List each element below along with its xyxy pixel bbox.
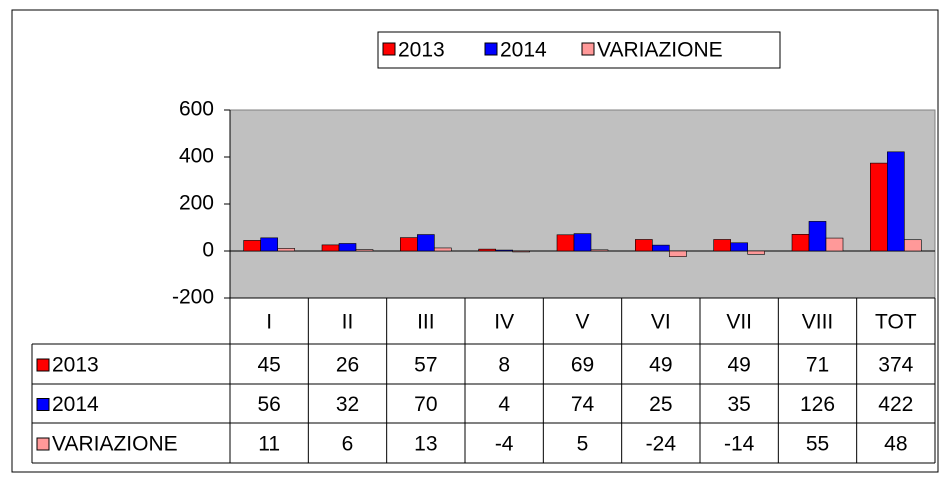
table-value: 71 — [806, 354, 829, 377]
table-value: -14 — [724, 433, 755, 456]
bar — [556, 234, 575, 252]
bar — [478, 248, 496, 252]
table-value: 48 — [884, 433, 907, 456]
category-label: VII — [726, 311, 752, 334]
legend-key — [581, 42, 595, 56]
bar — [434, 247, 452, 252]
y-tick-label: 400 — [179, 145, 214, 168]
table-value: 4 — [498, 393, 510, 416]
table-value: 5 — [577, 433, 589, 456]
bar — [652, 244, 670, 252]
category-label: V — [575, 311, 589, 334]
y-tick-label: 200 — [179, 192, 214, 215]
legend-label: 2013 — [398, 39, 445, 62]
table-value: 25 — [649, 393, 672, 416]
bar — [321, 244, 340, 252]
legend-label: 2014 — [500, 39, 547, 62]
legend-key — [382, 42, 396, 56]
bar — [730, 242, 748, 252]
table-value: -4 — [495, 433, 514, 456]
table-value: 70 — [414, 393, 437, 416]
table-value: -24 — [646, 433, 677, 456]
y-tick-label: 0 — [202, 239, 214, 262]
table-legend-key — [36, 398, 50, 411]
table-value: 32 — [336, 393, 359, 416]
category-label: III — [417, 311, 435, 334]
table-legend-key — [36, 358, 50, 372]
table-value: 374 — [878, 354, 913, 377]
plot-area — [229, 109, 936, 299]
table-value: 26 — [336, 354, 359, 377]
category-label: IV — [494, 311, 514, 334]
bar — [260, 237, 278, 252]
table-value: 69 — [571, 354, 594, 377]
bar — [870, 162, 888, 252]
table-value: 13 — [414, 433, 437, 456]
table-value: 11 — [258, 433, 280, 456]
table-value: 6 — [342, 433, 354, 456]
bar — [277, 248, 295, 252]
bar — [825, 237, 844, 252]
table-value: 55 — [806, 433, 829, 456]
table-row-label: 2013 — [52, 354, 99, 377]
category-label: II — [342, 311, 354, 334]
bar — [904, 239, 922, 252]
table-row-label: VARIAZIONE — [52, 433, 178, 456]
y-tick-label: 600 — [179, 98, 214, 121]
legend-box — [377, 31, 781, 69]
bar — [355, 249, 374, 252]
bar — [808, 221, 827, 252]
table-value: 74 — [571, 393, 595, 416]
table-value: 56 — [257, 393, 280, 416]
y-tick-label: -200 — [172, 286, 214, 309]
legend-label: VARIAZIONE — [597, 39, 723, 62]
bar — [887, 151, 905, 252]
bar — [512, 250, 530, 253]
table-value: 57 — [414, 354, 437, 377]
bar — [495, 249, 513, 252]
table-value: 49 — [649, 354, 672, 377]
table-value: 35 — [727, 393, 750, 416]
table-value: 8 — [498, 354, 510, 377]
bar — [573, 233, 592, 252]
legend-key — [484, 42, 498, 56]
bar — [417, 234, 435, 252]
bar — [400, 237, 418, 252]
bar — [791, 234, 810, 252]
category-label: VI — [651, 311, 671, 334]
table-value: 49 — [727, 354, 750, 377]
table-legend-key — [36, 437, 50, 451]
category-label: I — [266, 311, 272, 334]
bar — [635, 239, 653, 252]
table-row-label: 2014 — [52, 393, 99, 416]
bar — [338, 243, 357, 252]
bar — [243, 240, 261, 252]
bar — [713, 239, 731, 252]
table-value: 45 — [257, 354, 280, 377]
bar — [669, 250, 687, 257]
category-label: VIII — [802, 311, 834, 334]
table-value: 126 — [800, 393, 835, 416]
table-value: 422 — [878, 393, 913, 416]
category-label: TOT — [875, 311, 917, 334]
bar — [590, 249, 609, 252]
bar — [747, 250, 765, 255]
